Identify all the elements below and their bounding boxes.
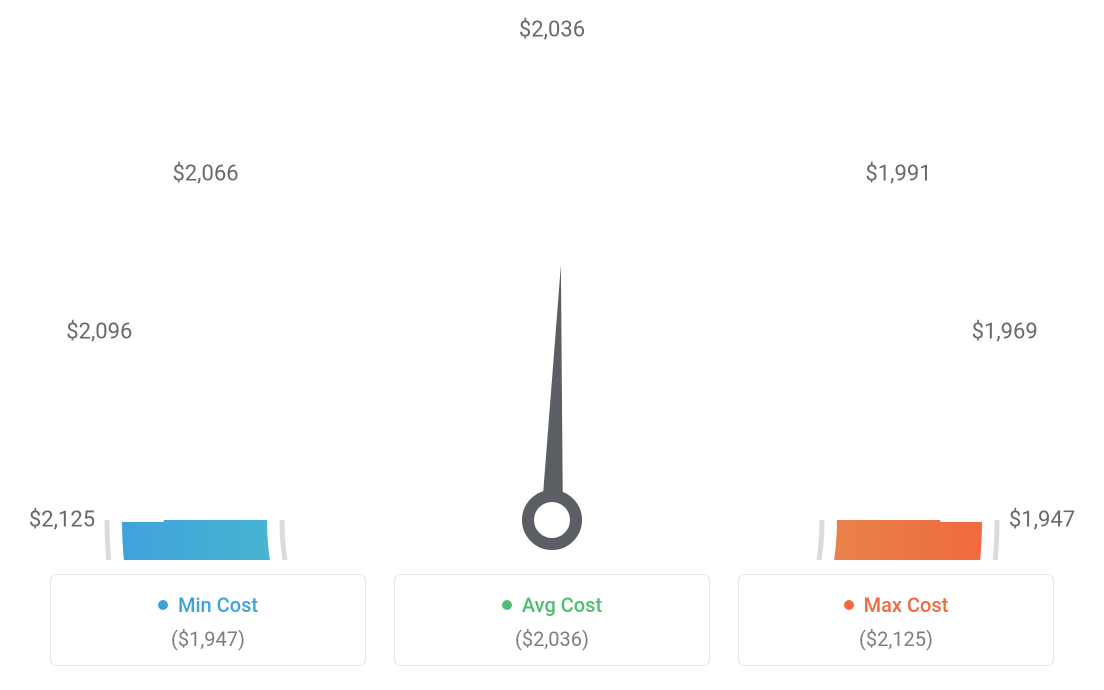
summary-card-title-text: Min Cost bbox=[178, 593, 258, 617]
gauge-needle bbox=[543, 265, 563, 498]
gauge-scale-label: $1,969 bbox=[972, 320, 1038, 345]
summary-card-value: ($1,947) bbox=[61, 627, 355, 651]
gauge-svg bbox=[0, 0, 1104, 560]
gauge-tick bbox=[248, 216, 276, 244]
gauge-tick bbox=[387, 123, 402, 160]
summary-card-title: Min Cost bbox=[158, 593, 258, 617]
gauge-scale-label: $2,096 bbox=[66, 320, 132, 345]
legend-dot-icon bbox=[158, 600, 168, 610]
cost-gauge: $1,947 $1,969 $1,991 $2,036 $2,066 $2,096 $2,1… bbox=[0, 0, 1104, 560]
gauge-scale-label: $2,066 bbox=[172, 161, 238, 186]
summary-card: Avg Cost ($2,036) bbox=[394, 574, 710, 666]
summary-card: Min Cost ($1,947) bbox=[50, 574, 366, 666]
summary-card-title-text: Max Cost bbox=[864, 593, 949, 617]
gauge-tick bbox=[130, 436, 154, 441]
gauge-tick bbox=[912, 355, 949, 370]
gauge-tick bbox=[313, 162, 326, 182]
gauge-scale-label: $2,036 bbox=[519, 18, 585, 43]
summary-card-title: Max Cost bbox=[844, 593, 949, 617]
legend-dot-icon bbox=[502, 600, 512, 610]
summary-card-title: Avg Cost bbox=[502, 593, 602, 617]
gauge-tick bbox=[468, 98, 473, 122]
legend-dot-icon bbox=[844, 600, 854, 610]
gauge-scale-label: $1,947 bbox=[1009, 508, 1075, 533]
gauge-scale-label: $2,125 bbox=[29, 508, 95, 533]
summary-card: Max Cost ($2,125) bbox=[738, 574, 1054, 666]
gauge-tick bbox=[950, 436, 974, 441]
gauge-tick bbox=[194, 281, 214, 294]
gauge-tick bbox=[155, 355, 192, 370]
summary-row: Min Cost ($1,947) Avg Cost ($2,036) Max Cost… bbox=[50, 574, 1054, 666]
summary-card-value: ($2,036) bbox=[405, 627, 699, 651]
gauge-tick bbox=[890, 281, 910, 294]
gauge-tick bbox=[828, 216, 856, 244]
summary-card-value: ($2,125) bbox=[749, 627, 1043, 651]
gauge-tick bbox=[778, 162, 791, 182]
gauge-needle-hub-inner bbox=[539, 507, 565, 533]
summary-card-title-text: Avg Cost bbox=[522, 593, 602, 617]
gauge-scale-label: $1,991 bbox=[865, 161, 931, 186]
gauge-tick bbox=[631, 98, 636, 122]
gauge-tick bbox=[701, 123, 716, 160]
